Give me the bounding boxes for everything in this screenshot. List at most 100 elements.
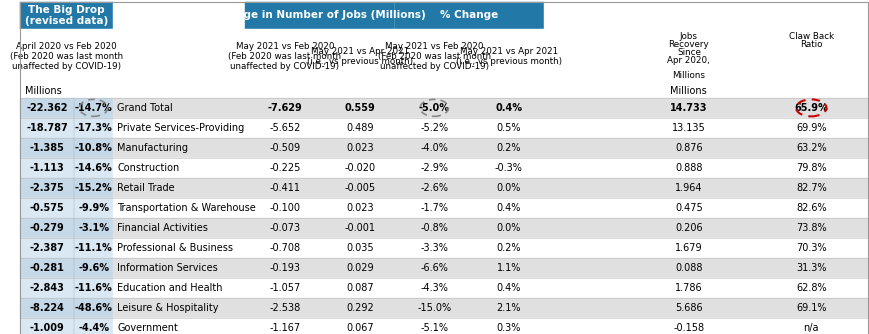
Bar [543,2,867,29]
Text: -5.0%: -5.0% [418,103,449,113]
Text: 0.489: 0.489 [346,123,373,133]
Bar [395,218,473,238]
Text: -14.7%: -14.7% [75,103,112,113]
Text: -0.279: -0.279 [30,223,64,233]
Bar [543,198,867,218]
Bar [473,178,543,198]
Text: -1.7%: -1.7% [420,203,448,213]
Bar [113,178,245,198]
Text: 0.888: 0.888 [674,163,702,173]
Text: Millions: Millions [670,86,706,96]
Bar [245,2,395,29]
Text: -0.158: -0.158 [673,323,704,333]
Text: 69.9%: 69.9% [795,123,826,133]
Text: Private Services-Providing: Private Services-Providing [117,123,244,133]
Bar [324,178,395,198]
Text: -5.2%: -5.2% [420,123,448,133]
Bar [245,318,324,334]
Bar [543,178,867,198]
Text: -0.193: -0.193 [269,263,300,273]
Text: Transportation & Warehouse: Transportation & Warehouse [117,203,255,213]
Text: -1.057: -1.057 [269,283,301,293]
Bar [395,158,473,178]
Text: 0.206: 0.206 [674,223,702,233]
Text: 0.088: 0.088 [674,263,702,273]
Text: 0.4%: 0.4% [496,203,521,213]
Text: -15.2%: -15.2% [75,183,112,193]
Text: 0.559: 0.559 [344,103,375,113]
Text: April 2020 vs Feb 2020
(Feb 2020 was last month
unaffected by COVID-19): April 2020 vs Feb 2020 (Feb 2020 was las… [10,41,123,71]
Text: 0.023: 0.023 [346,203,374,213]
Text: 70.3%: 70.3% [795,243,826,253]
Bar [18,29,867,84]
Bar [20,2,113,29]
Bar [245,138,324,158]
Bar [113,198,245,218]
Text: -1.385: -1.385 [30,143,64,153]
Text: -0.509: -0.509 [269,143,300,153]
Text: -48.6%: -48.6% [75,303,112,313]
Bar [20,178,113,198]
Bar [113,238,245,258]
Text: -0.005: -0.005 [344,183,375,193]
Bar [245,98,324,118]
Text: -11.6%: -11.6% [75,283,112,293]
Bar [395,98,473,118]
Bar [20,238,113,258]
Bar [18,84,867,98]
Text: Claw Back: Claw Back [788,32,833,41]
Text: -4.0%: -4.0% [420,143,448,153]
Bar [113,298,245,318]
Bar [395,318,473,334]
Bar [113,158,245,178]
Bar [473,98,543,118]
Text: Government: Government [117,323,178,333]
Text: 79.8%: 79.8% [795,163,826,173]
Text: -0.281: -0.281 [30,263,64,273]
Text: -15.0%: -15.0% [417,303,451,313]
Text: -8.224: -8.224 [30,303,64,313]
Text: -1.113: -1.113 [30,163,64,173]
Bar [20,98,113,118]
Bar [20,218,113,238]
Text: 63.2%: 63.2% [795,143,826,153]
Bar [395,298,473,318]
Bar [245,238,324,258]
Text: % Change: % Change [440,10,498,20]
Text: 0.5%: 0.5% [496,123,521,133]
Text: Millions: Millions [25,86,62,96]
Bar [113,138,245,158]
Bar [113,2,245,29]
Text: 82.7%: 82.7% [795,183,826,193]
Text: Apr 2020,: Apr 2020, [667,56,709,65]
Text: Change in Number of Jobs (Millions): Change in Number of Jobs (Millions) [214,10,426,20]
Text: 82.6%: 82.6% [795,203,826,213]
Bar [395,118,473,138]
Bar [473,138,543,158]
Bar [543,238,867,258]
Text: May 2021 vs Apr 2021
(i.e., vs previous month): May 2021 vs Apr 2021 (i.e., vs previous … [455,47,561,66]
Bar [324,238,395,258]
Text: -2.843: -2.843 [30,283,64,293]
Text: Retail Trade: Retail Trade [117,183,175,193]
Bar [395,198,473,218]
Text: Grand Total: Grand Total [117,103,173,113]
Bar [473,118,543,138]
Text: -0.708: -0.708 [269,243,300,253]
Bar [473,278,543,298]
Text: May 2021 vs Feb 2020
(Feb 2020 was last month
unaffected by COVID-19): May 2021 vs Feb 2020 (Feb 2020 was last … [229,41,342,71]
Text: 0.2%: 0.2% [496,243,521,253]
Bar [543,158,867,178]
Text: 0.023: 0.023 [346,143,374,153]
Text: 65.9%: 65.9% [793,103,827,113]
Text: -0.3%: -0.3% [494,163,522,173]
Text: -9.9%: -9.9% [78,203,109,213]
Bar [324,318,395,334]
Bar [245,258,324,278]
Text: 73.8%: 73.8% [795,223,826,233]
Text: 1.1%: 1.1% [496,263,521,273]
Bar [473,158,543,178]
Text: -2.387: -2.387 [30,243,64,253]
Bar [324,298,395,318]
Text: -0.411: -0.411 [269,183,300,193]
